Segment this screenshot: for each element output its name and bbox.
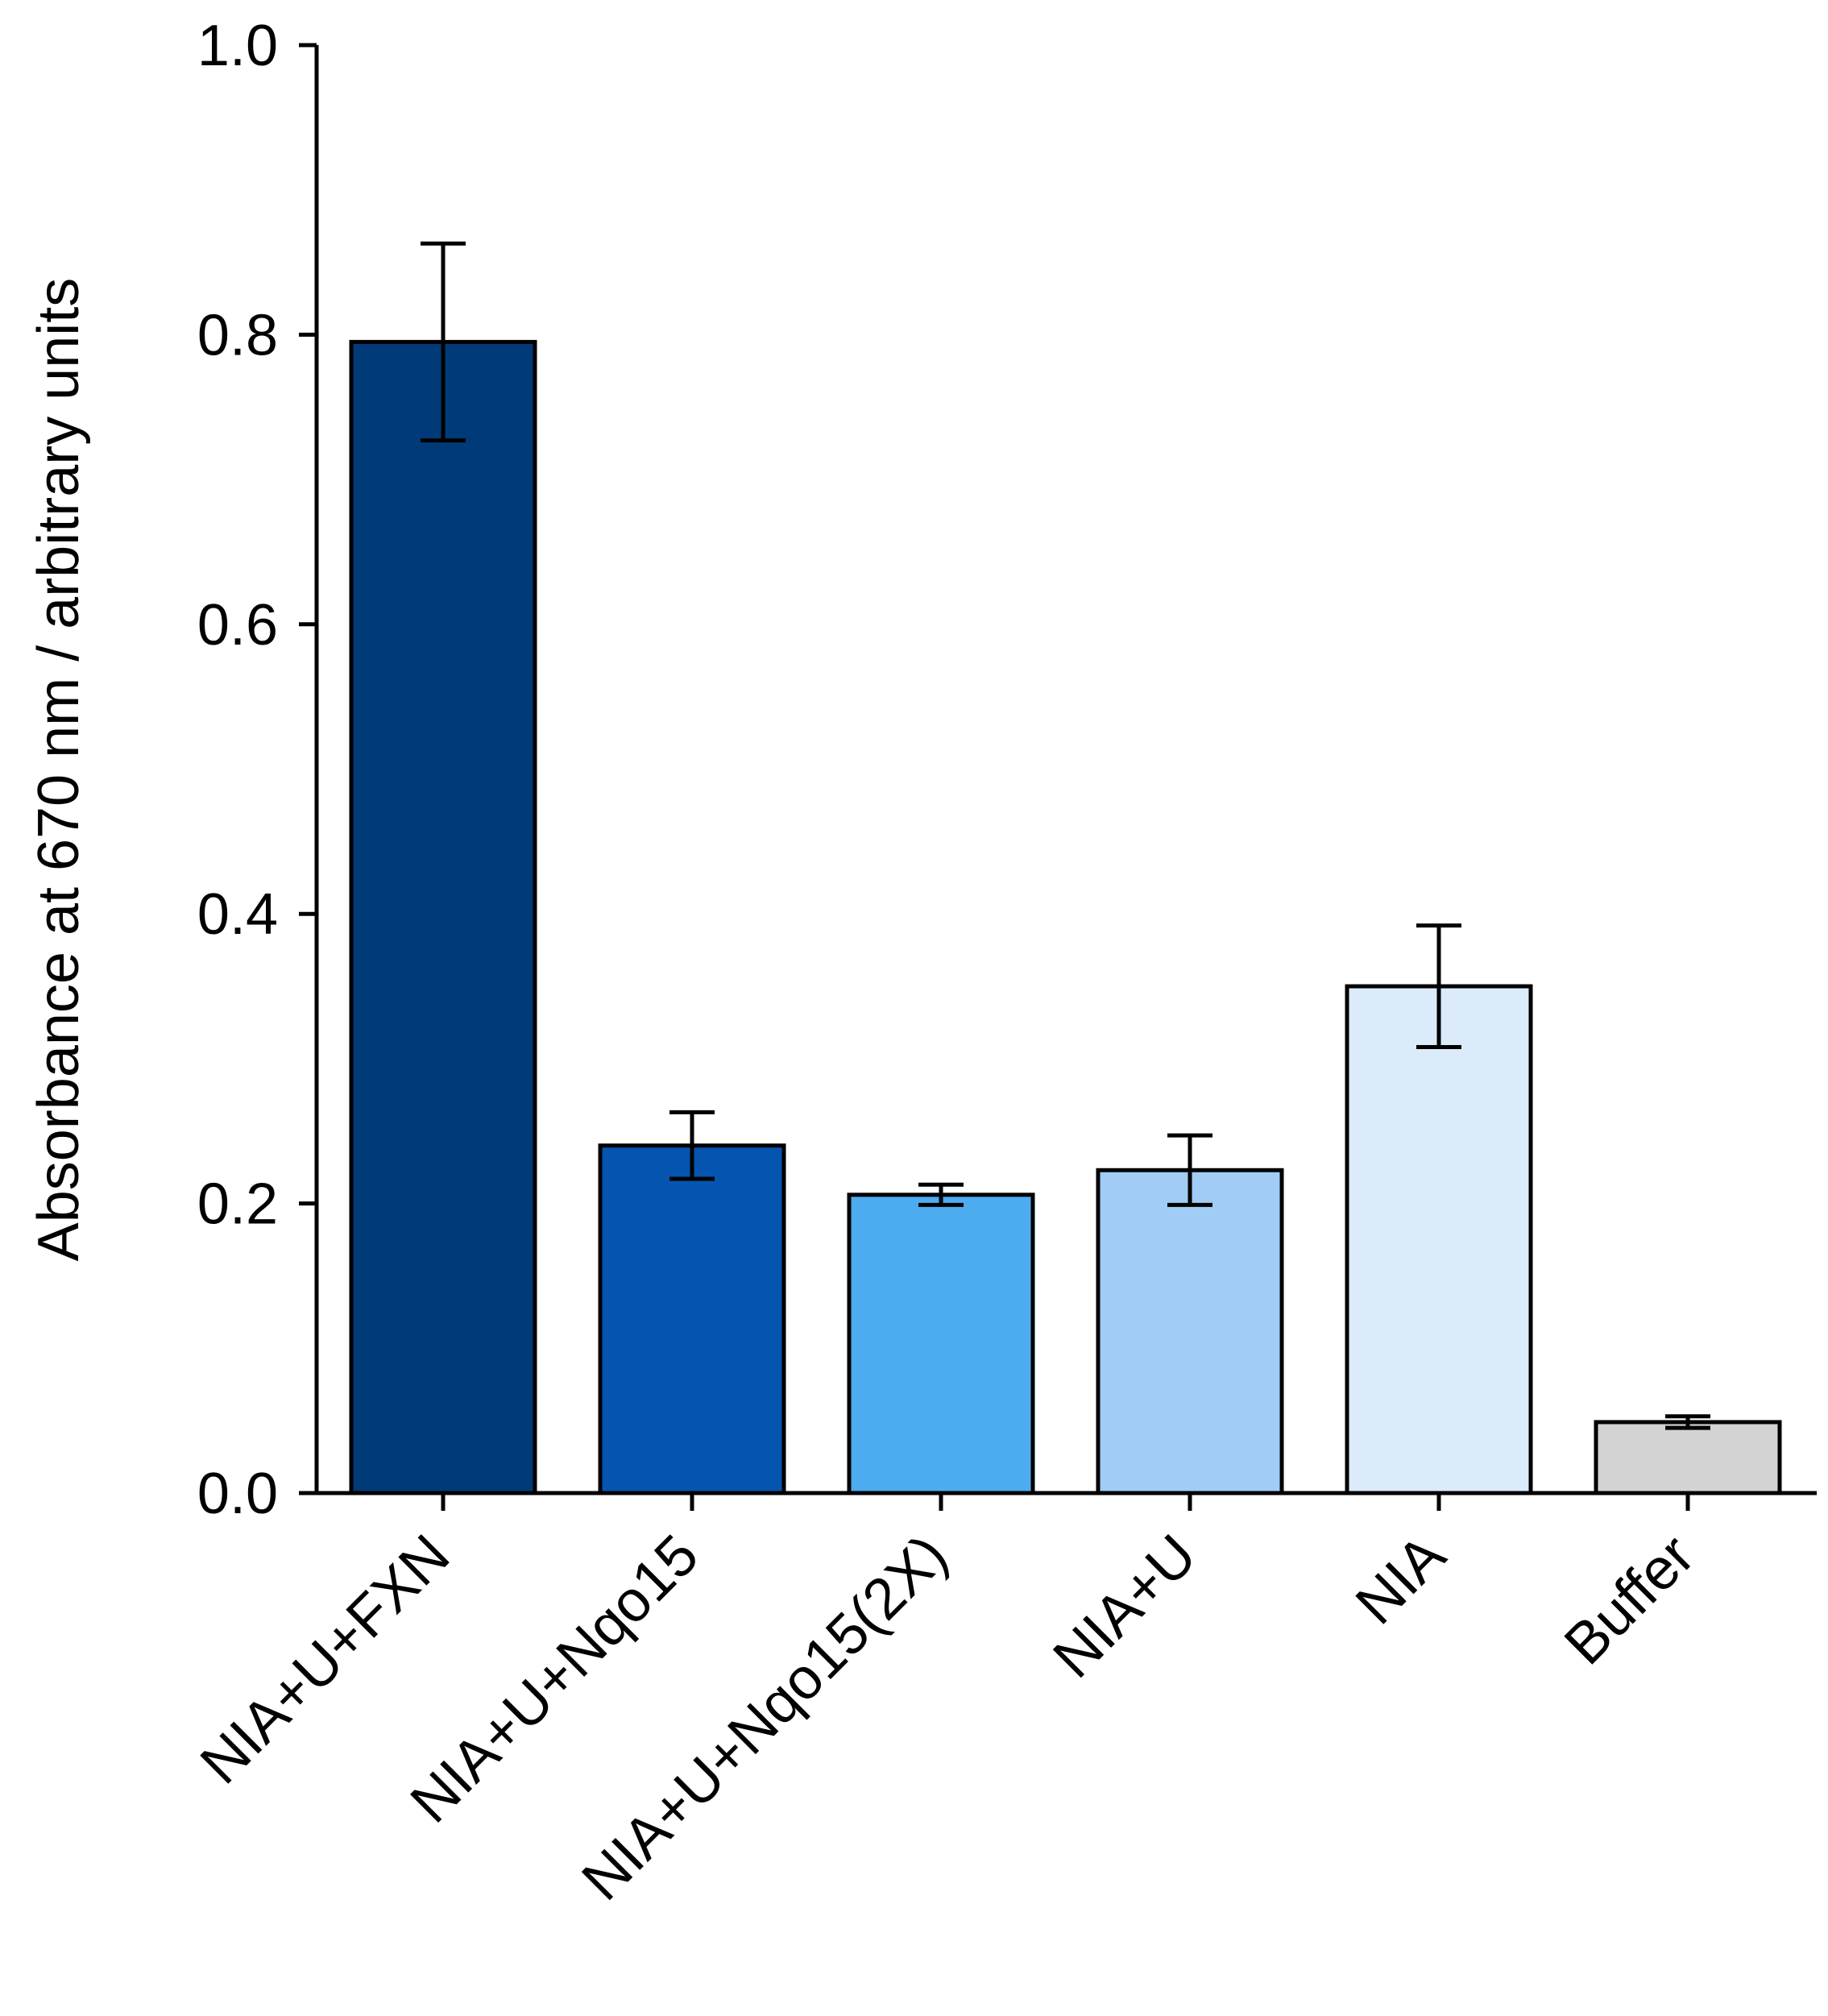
error-bar-3 xyxy=(1167,1133,1212,1207)
error-bar-1 xyxy=(669,1110,715,1181)
error-bar-4 xyxy=(1416,923,1461,1050)
bar-0 xyxy=(349,339,537,1495)
y-tick-label-0: 0.0 xyxy=(197,1462,278,1526)
x-tick-label-4: NIA xyxy=(1344,1523,1457,1636)
y-tick-label-2: 0.4 xyxy=(197,882,278,947)
x-tick-label-3: NIA+U xyxy=(1041,1523,1208,1690)
axes-layer xyxy=(299,43,1817,1511)
error-bar-0 xyxy=(421,241,466,443)
error-bar-5 xyxy=(1665,1414,1710,1430)
bar-2 xyxy=(847,1193,1035,1495)
y-tick-label-3: 0.6 xyxy=(197,593,278,657)
y-tick-label-4: 0.8 xyxy=(197,303,278,367)
bar-5 xyxy=(1594,1420,1782,1495)
y-axis-title: Absorbance at 670 nm / arbitrary units xyxy=(27,278,91,1262)
y-tick-label-5: 1.0 xyxy=(197,14,278,78)
x-tick-label-0: NIA+U+FXN xyxy=(189,1523,462,1796)
bar-4 xyxy=(1345,984,1533,1495)
y-tick-label-1: 0.2 xyxy=(197,1172,278,1237)
x-tick-label-5: Buffer xyxy=(1552,1523,1706,1677)
error-bars-layer xyxy=(421,241,1710,1430)
bar-1 xyxy=(598,1143,786,1495)
bars-layer xyxy=(349,339,1782,1495)
error-bar-2 xyxy=(918,1182,964,1207)
bar-3 xyxy=(1096,1168,1284,1495)
